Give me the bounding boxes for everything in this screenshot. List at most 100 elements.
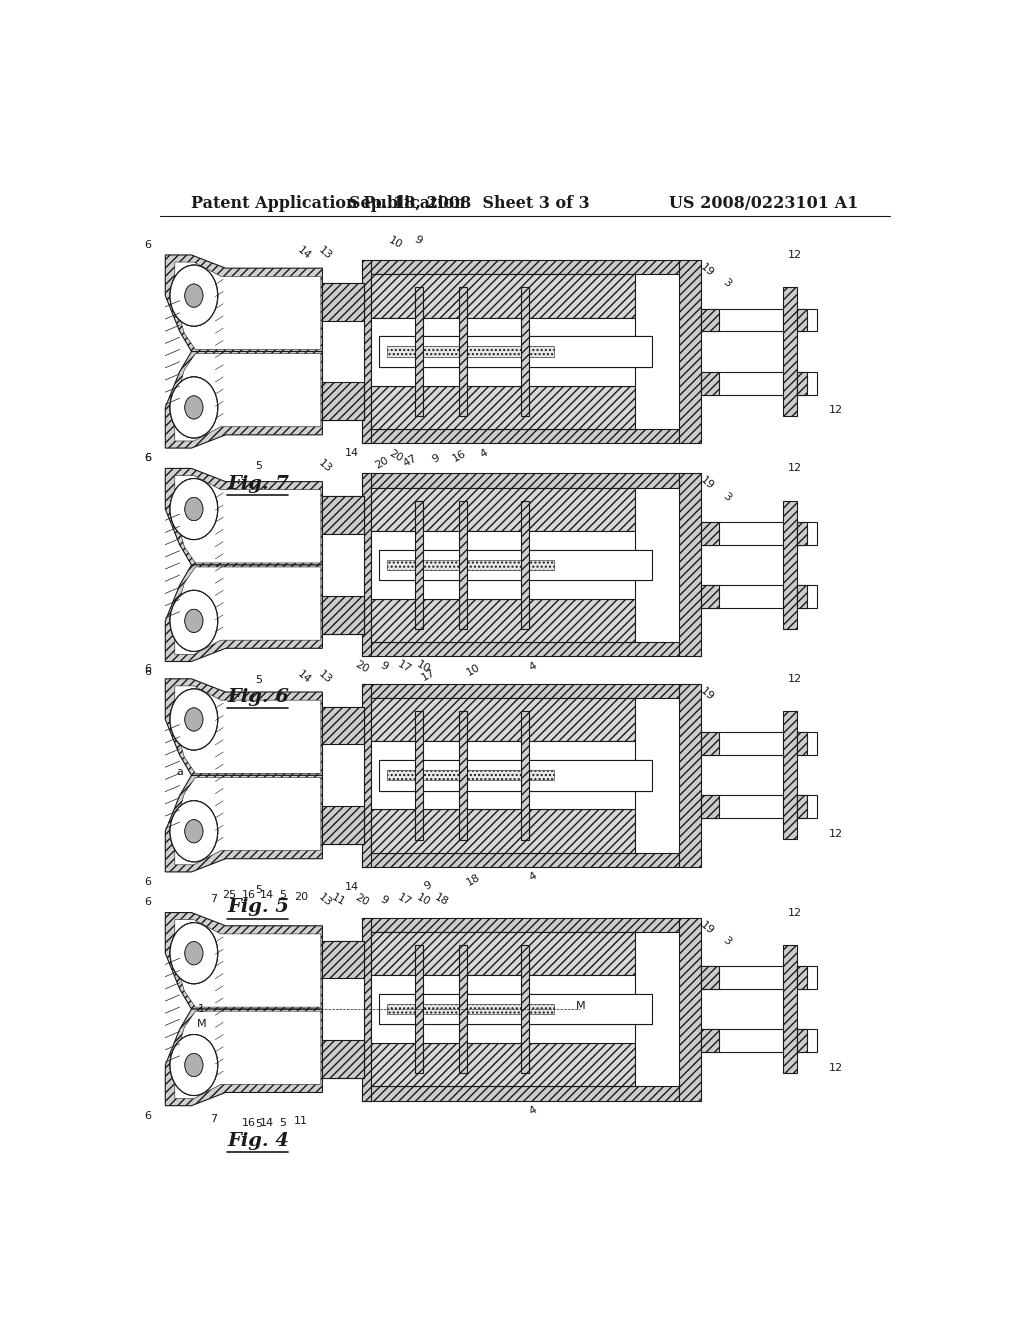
Circle shape bbox=[170, 265, 218, 326]
Text: 16: 16 bbox=[242, 890, 256, 900]
Circle shape bbox=[170, 923, 218, 983]
Bar bbox=[362, 684, 679, 698]
Circle shape bbox=[184, 1053, 203, 1077]
Bar bbox=[371, 385, 635, 429]
Circle shape bbox=[170, 479, 218, 540]
Polygon shape bbox=[165, 775, 323, 873]
Bar bbox=[798, 585, 807, 609]
Text: 4: 4 bbox=[527, 660, 539, 673]
Text: 11: 11 bbox=[294, 1115, 308, 1126]
Bar bbox=[701, 1030, 783, 1052]
Text: Fig. 6: Fig. 6 bbox=[227, 688, 289, 706]
Text: 1: 1 bbox=[199, 1005, 205, 1014]
Bar bbox=[459, 288, 467, 416]
Text: 6: 6 bbox=[144, 876, 152, 887]
Text: 6: 6 bbox=[144, 664, 152, 673]
Bar bbox=[520, 500, 528, 630]
Bar bbox=[323, 706, 364, 744]
Bar bbox=[701, 585, 783, 609]
Bar bbox=[323, 383, 364, 420]
Text: 17: 17 bbox=[395, 659, 413, 675]
Bar bbox=[798, 796, 817, 818]
Bar bbox=[798, 521, 817, 545]
Bar bbox=[798, 372, 807, 395]
Text: 6: 6 bbox=[144, 667, 152, 677]
Polygon shape bbox=[165, 469, 323, 565]
Text: 12: 12 bbox=[787, 908, 802, 917]
Bar bbox=[371, 975, 635, 1043]
Circle shape bbox=[184, 396, 203, 418]
Bar bbox=[362, 853, 679, 867]
Bar bbox=[371, 1043, 635, 1086]
Bar bbox=[701, 521, 783, 545]
Text: 13: 13 bbox=[316, 244, 334, 261]
Bar bbox=[387, 1005, 554, 1014]
Circle shape bbox=[184, 498, 203, 520]
Text: 12: 12 bbox=[828, 1063, 843, 1073]
Bar bbox=[362, 474, 371, 656]
Text: 20: 20 bbox=[353, 892, 371, 908]
Circle shape bbox=[170, 1035, 218, 1096]
Text: 20: 20 bbox=[388, 449, 404, 465]
Bar bbox=[459, 711, 467, 840]
Text: 11: 11 bbox=[330, 892, 347, 908]
Bar bbox=[798, 309, 817, 331]
Bar bbox=[379, 994, 652, 1024]
Text: 3: 3 bbox=[721, 491, 733, 503]
Circle shape bbox=[170, 590, 218, 651]
Bar bbox=[362, 684, 371, 867]
Bar bbox=[798, 966, 807, 989]
Bar bbox=[679, 260, 701, 444]
Bar bbox=[701, 372, 783, 395]
Circle shape bbox=[184, 820, 203, 843]
Circle shape bbox=[184, 284, 203, 308]
Circle shape bbox=[170, 1035, 218, 1096]
Circle shape bbox=[170, 378, 218, 438]
Bar bbox=[701, 309, 719, 331]
Bar bbox=[362, 1086, 679, 1101]
Polygon shape bbox=[175, 354, 321, 441]
Bar bbox=[362, 917, 371, 1101]
Bar bbox=[783, 945, 798, 1073]
Bar bbox=[701, 521, 719, 545]
Circle shape bbox=[170, 801, 218, 862]
Text: 6: 6 bbox=[144, 1111, 152, 1121]
Text: 16: 16 bbox=[452, 449, 468, 465]
Text: 19: 19 bbox=[698, 475, 716, 492]
Text: 20: 20 bbox=[374, 455, 390, 471]
Text: 13: 13 bbox=[316, 458, 334, 475]
Bar bbox=[323, 595, 364, 634]
Circle shape bbox=[170, 923, 218, 983]
Text: 5: 5 bbox=[280, 1118, 287, 1129]
Circle shape bbox=[184, 708, 203, 731]
Bar bbox=[415, 945, 423, 1073]
Text: 5: 5 bbox=[280, 890, 287, 900]
Bar bbox=[371, 742, 635, 809]
Text: 16: 16 bbox=[242, 1118, 256, 1129]
Bar bbox=[371, 599, 635, 643]
Text: 12: 12 bbox=[828, 829, 843, 840]
Text: 13: 13 bbox=[316, 668, 334, 685]
Circle shape bbox=[170, 590, 218, 651]
Polygon shape bbox=[165, 565, 323, 661]
Polygon shape bbox=[175, 686, 321, 774]
Bar bbox=[798, 309, 807, 331]
Bar bbox=[520, 711, 528, 840]
Bar bbox=[371, 275, 635, 318]
Text: 10: 10 bbox=[387, 235, 404, 251]
Text: 9: 9 bbox=[412, 234, 423, 246]
Bar bbox=[387, 771, 554, 780]
Circle shape bbox=[170, 689, 218, 750]
Circle shape bbox=[170, 689, 218, 750]
Text: 17: 17 bbox=[395, 892, 413, 908]
Text: 17: 17 bbox=[420, 667, 436, 682]
Text: 20: 20 bbox=[294, 892, 308, 903]
Text: 10: 10 bbox=[465, 661, 481, 677]
Polygon shape bbox=[165, 1008, 323, 1106]
Bar bbox=[379, 337, 652, 367]
Text: 14: 14 bbox=[260, 890, 274, 900]
Text: US 2008/0223101 A1: US 2008/0223101 A1 bbox=[669, 195, 858, 213]
Bar bbox=[371, 698, 635, 742]
Bar bbox=[798, 733, 807, 755]
Circle shape bbox=[170, 923, 218, 983]
